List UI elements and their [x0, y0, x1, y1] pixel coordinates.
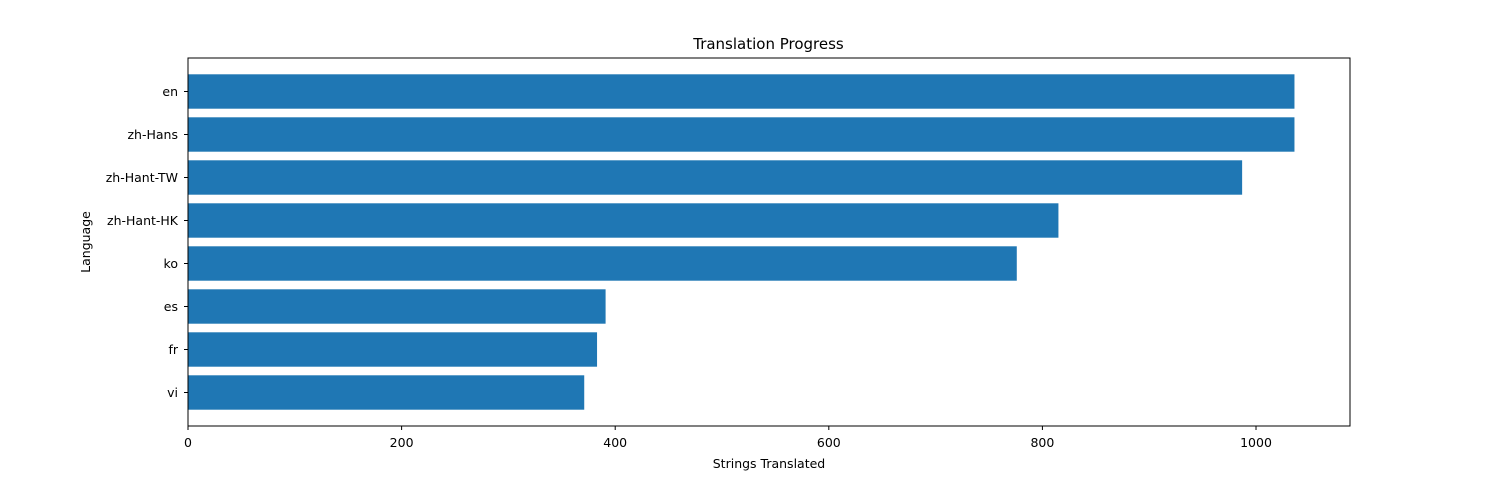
x-tick-label: 400: [603, 435, 627, 450]
y-tick-label: zh-Hant-HK: [107, 213, 179, 228]
bar-vi: [188, 375, 585, 410]
bar-zh-Hans: [188, 117, 1295, 152]
bar-en: [188, 74, 1295, 109]
y-tick-label: ko: [164, 256, 178, 271]
bar-ko: [188, 246, 1017, 281]
plot-area-frame: [187, 57, 1351, 427]
y-axis-label: Language: [78, 211, 93, 273]
x-tick-label: 200: [390, 435, 414, 450]
bar-es: [188, 289, 606, 324]
chart-title: Translation Progress: [692, 35, 844, 53]
y-tick-label: zh-Hant-TW: [106, 170, 178, 185]
y-tick-label: fr: [168, 342, 178, 357]
x-tick-label: 0: [184, 435, 192, 450]
x-tick-label: 800: [1030, 435, 1054, 450]
bars-group: [188, 74, 1295, 410]
y-axis-ticks: en zh-Hans zh-Hant-TW zh-Hant-HK ko es fr vi: [106, 84, 188, 400]
x-axis-ticks: 0 200 400 600 800 1000: [184, 426, 1272, 450]
y-tick-label: es: [164, 299, 178, 314]
bar-zh-Hant-HK: [188, 203, 1059, 238]
bar-zh-Hant-TW: [188, 160, 1243, 195]
x-tick-label: 1000: [1240, 435, 1272, 450]
bar-fr: [188, 332, 598, 367]
x-tick-label: 600: [817, 435, 841, 450]
y-tick-label: vi: [167, 385, 178, 400]
y-tick-label: en: [162, 84, 178, 99]
y-tick-label: zh-Hans: [128, 127, 179, 142]
x-axis-label: Strings Translated: [713, 456, 825, 471]
